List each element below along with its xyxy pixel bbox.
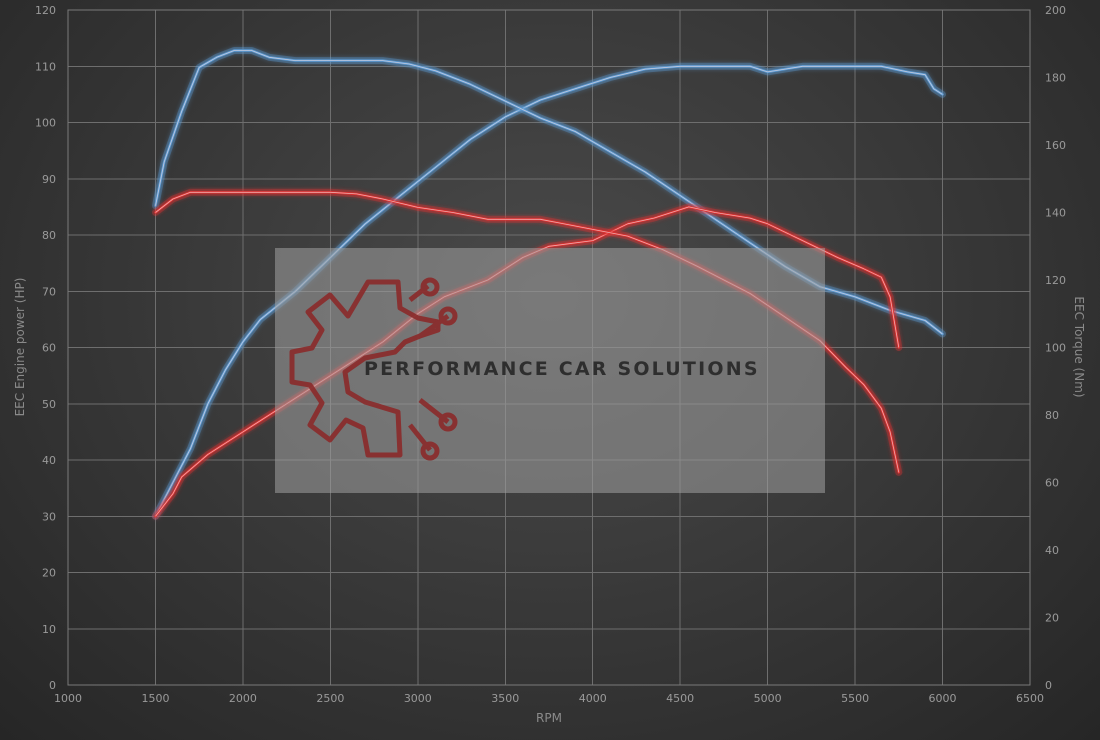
y-left-tick-label: 50	[42, 398, 56, 411]
y-axis-right-title: EEC Torque (Nm)	[1072, 296, 1086, 397]
y-left-tick-label: 70	[42, 285, 56, 298]
y-right-tick-label: 20	[1045, 612, 1059, 625]
x-tick-label: 4500	[666, 692, 694, 705]
x-tick-label: 3500	[491, 692, 519, 705]
series-line-highlight	[155, 206, 900, 517]
y-left-tick-label: 0	[49, 679, 56, 692]
y-right-tick-label: 160	[1045, 139, 1066, 152]
y-right-tick-label: 0	[1045, 679, 1052, 692]
x-tick-label: 4000	[579, 692, 607, 705]
y-left-tick-label: 10	[42, 623, 56, 636]
y-axis-left-title: EEC Engine power (HP)	[13, 278, 27, 417]
y-left-tick-label: 90	[42, 173, 56, 186]
x-tick-label: 6500	[1016, 692, 1044, 705]
x-axis-title: RPM	[536, 711, 562, 725]
series-line-highlight	[155, 65, 943, 517]
y-left-tick-label: 60	[42, 342, 56, 355]
x-tick-label: 1000	[54, 692, 82, 705]
y-right-tick-label: 200	[1045, 4, 1066, 17]
y-left-tick-label: 120	[35, 4, 56, 17]
y-right-tick-label: 180	[1045, 72, 1066, 85]
y-left-tick-label: 100	[35, 117, 56, 130]
x-tick-label: 5000	[754, 692, 782, 705]
y-right-tick-label: 120	[1045, 274, 1066, 287]
y-left-tick-label: 20	[42, 567, 56, 580]
y-left-tick-label: 40	[42, 454, 56, 467]
series-line-highlight	[155, 191, 900, 473]
x-tick-label: 1500	[141, 692, 169, 705]
x-tick-label: 3000	[404, 692, 432, 705]
x-tick-label: 2500	[316, 692, 344, 705]
y-right-tick-label: 80	[1045, 409, 1059, 422]
y-right-tick-label: 100	[1045, 342, 1066, 355]
x-tick-label: 6000	[929, 692, 957, 705]
gear-circuit-icon	[289, 277, 458, 461]
x-tick-label: 2000	[229, 692, 257, 705]
y-right-tick-label: 40	[1045, 544, 1059, 557]
y-left-tick-label: 30	[42, 510, 56, 523]
y-right-tick-label: 60	[1045, 477, 1059, 490]
y-left-tick-label: 80	[42, 229, 56, 242]
watermark-text: PERFORMANCE CAR SOLUTIONS	[364, 358, 760, 380]
y-left-tick-label: 110	[35, 60, 56, 73]
plot-frame	[67, 9, 1031, 686]
tick-labels: 1000 1500 2000 2500 3000 3500 4000 4500 5000 5500…	[35, 4, 1066, 705]
watermark: PERFORMANCE CAR SOLUTIONS	[275, 248, 825, 493]
y-right-tick-label: 140	[1045, 207, 1066, 220]
x-tick-label: 5500	[841, 692, 869, 705]
